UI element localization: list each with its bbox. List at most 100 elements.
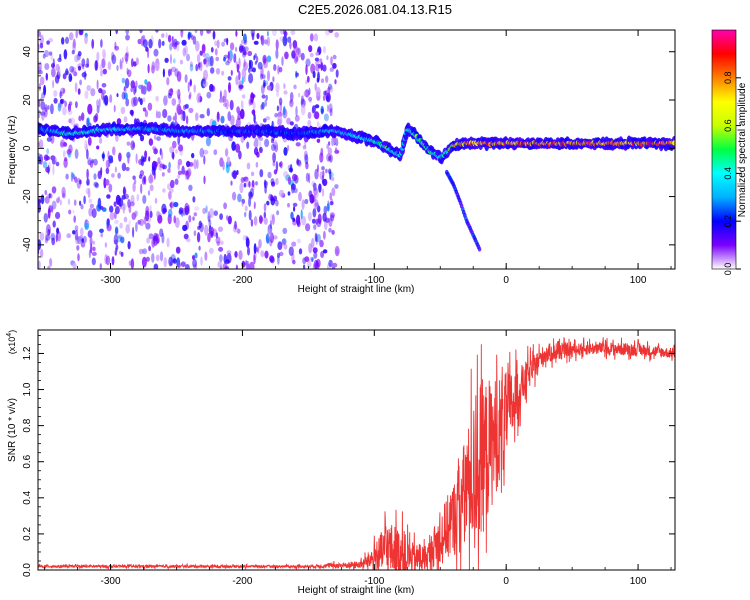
noise-blob — [314, 111, 320, 120]
snr-xtick-label: 0 — [503, 576, 509, 587]
noise-blob — [81, 238, 84, 243]
noise-blob — [69, 65, 75, 73]
noise-blob — [196, 232, 201, 243]
noise-blob — [120, 60, 123, 70]
noise-blob — [321, 166, 325, 171]
noise-blob — [271, 214, 275, 225]
noise-blob — [116, 200, 120, 206]
noise-blob — [43, 213, 48, 223]
noise-blob — [184, 45, 188, 55]
noise-blob — [47, 105, 50, 110]
noise-blob — [278, 251, 284, 257]
noise-blob — [38, 199, 41, 204]
noise-blob — [78, 115, 82, 122]
noise-blob — [55, 161, 60, 167]
noise-blob — [309, 52, 314, 58]
secondary-trace-mark — [477, 246, 482, 252]
noise-blob — [229, 115, 235, 126]
noise-blob — [120, 106, 126, 115]
noise-blob — [315, 86, 321, 97]
noise-blob — [121, 56, 124, 64]
noise-blob — [193, 212, 197, 217]
noise-blob — [123, 86, 126, 91]
noise-blob — [242, 51, 247, 56]
noise-blob — [219, 157, 224, 168]
noise-blob — [164, 57, 169, 63]
noise-blob — [170, 201, 173, 210]
noise-blob — [278, 97, 283, 106]
noise-blob — [302, 145, 307, 150]
noise-blob — [96, 145, 100, 150]
noise-blob — [314, 232, 318, 242]
noise-blob — [219, 97, 224, 103]
noise-blob — [314, 57, 320, 62]
noise-blob — [281, 238, 287, 245]
noise-blob — [42, 53, 46, 59]
noise-blob — [174, 217, 180, 229]
noise-blob — [304, 137, 307, 148]
noise-blob — [194, 30, 198, 34]
noise-blob — [65, 68, 69, 76]
noise-blob — [255, 247, 259, 253]
noise-blob — [282, 106, 286, 116]
noise-blob — [276, 105, 279, 112]
svg-text:(x104): (x104) — [6, 330, 17, 354]
noise-blob — [76, 245, 80, 251]
noise-blob — [279, 30, 284, 35]
noise-blob — [264, 99, 268, 107]
noise-blob — [228, 82, 231, 93]
noise-blob — [255, 161, 259, 168]
noise-blob — [61, 37, 65, 45]
noise-blob — [309, 98, 312, 103]
noise-blob — [322, 94, 326, 102]
noise-blob — [336, 249, 339, 255]
noise-blob — [121, 162, 127, 172]
noise-blob — [81, 58, 86, 67]
noise-blob — [270, 138, 275, 144]
colorbar-gradient — [711, 29, 737, 270]
noise-blob — [167, 34, 172, 43]
noise-blob — [203, 155, 206, 165]
noise-blob — [238, 70, 241, 81]
noise-blob — [172, 258, 177, 264]
noise-blob — [38, 260, 41, 269]
colorbar-tick-label: 0.8 — [723, 72, 733, 85]
noise-blob — [44, 189, 48, 196]
noise-blob — [323, 205, 328, 215]
noise-blob — [327, 86, 331, 97]
noise-blob — [248, 73, 254, 84]
noise-blob — [182, 47, 187, 57]
noise-blob — [75, 30, 78, 39]
noise-blob — [126, 141, 131, 146]
noise-blob — [129, 109, 134, 116]
noise-blob — [283, 90, 288, 95]
noise-blob — [149, 204, 152, 212]
noise-blob — [236, 228, 241, 234]
noise-blob — [325, 75, 329, 83]
noise-blob — [199, 147, 205, 158]
noise-blob — [73, 215, 76, 223]
noise-blob — [91, 208, 97, 219]
noise-blob — [282, 227, 288, 234]
noise-blob — [261, 101, 265, 110]
noise-blob — [113, 239, 119, 245]
noise-blob — [206, 108, 210, 117]
noise-blob — [87, 230, 93, 238]
noise-blob — [102, 68, 108, 75]
noise-blob — [304, 256, 310, 262]
noise-blob — [230, 180, 233, 186]
noise-blob — [251, 67, 256, 73]
noise-blob — [172, 116, 176, 121]
noise-blob — [141, 177, 146, 185]
noise-blob — [130, 194, 135, 204]
noise-blob — [144, 150, 148, 159]
noise-blob — [236, 170, 239, 175]
noise-blob — [296, 238, 301, 244]
noise-blob — [145, 210, 150, 222]
noise-blob — [323, 45, 326, 54]
noise-blob — [199, 50, 203, 56]
noise-blob — [135, 153, 138, 164]
noise-blob — [252, 101, 256, 111]
noise-blob — [43, 84, 47, 96]
